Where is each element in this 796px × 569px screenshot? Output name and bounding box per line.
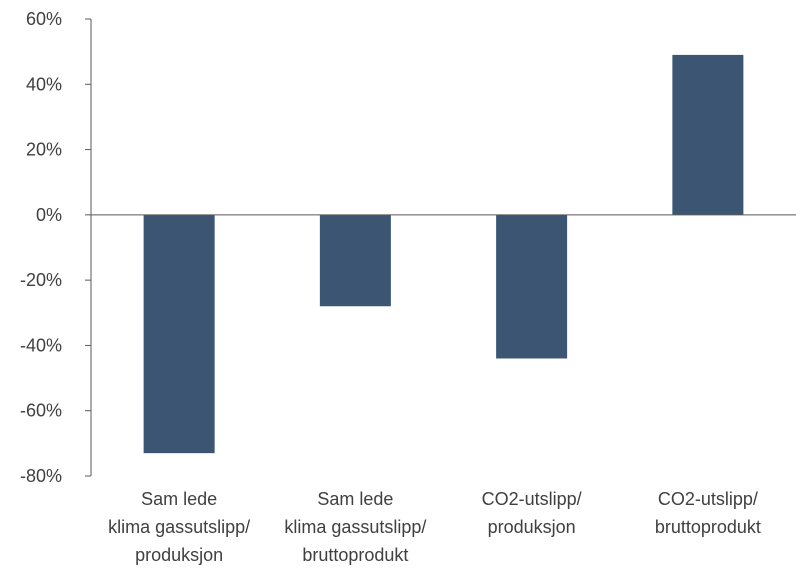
bar xyxy=(496,214,568,359)
x-tick-label: Sam lede klima gassutslipp/produksjon xyxy=(108,489,250,565)
y-tick-label: 40% xyxy=(26,74,62,94)
x-tick-label-line: klima gassutslipp/ xyxy=(284,517,426,537)
x-tick-label-line: CO2-utslipp/ xyxy=(482,489,582,509)
x-tick-label-line: CO2-utslipp/ xyxy=(658,489,758,509)
x-tick-label-line: klima gassutslipp/ xyxy=(108,517,250,537)
x-tick-label-line: Sam lede xyxy=(141,489,217,509)
y-tick-label: 60% xyxy=(26,9,62,29)
y-tick-label: -60% xyxy=(20,401,62,421)
bar xyxy=(143,214,215,454)
x-tick-label-line: Sam lede xyxy=(317,489,393,509)
x-tick-label: CO2-utslipp/produksjon xyxy=(482,489,582,537)
y-tick-label: 20% xyxy=(26,140,62,160)
y-tick-label: -40% xyxy=(20,335,62,355)
bars xyxy=(143,54,744,454)
y-tick-label: -80% xyxy=(20,466,62,486)
y-tick-label: 0% xyxy=(36,205,62,225)
x-tick-label-line: bruttoprodukt xyxy=(302,545,408,565)
y-axis: -80% -60% -40% -20% 0% 20% 40% 60% xyxy=(20,9,92,486)
x-tick-label-line: bruttoprodukt xyxy=(655,517,761,537)
x-tick-label: Sam lede klima gassutslipp/bruttoprodukt xyxy=(284,489,426,565)
x-tick-label-line: produksjon xyxy=(135,545,223,565)
y-tick-label: -20% xyxy=(20,270,62,290)
bar xyxy=(672,54,744,215)
x-tick-label-line: produksjon xyxy=(488,517,576,537)
bar xyxy=(319,214,391,307)
x-tick-label: CO2-utslipp/bruttoprodukt xyxy=(655,489,761,537)
